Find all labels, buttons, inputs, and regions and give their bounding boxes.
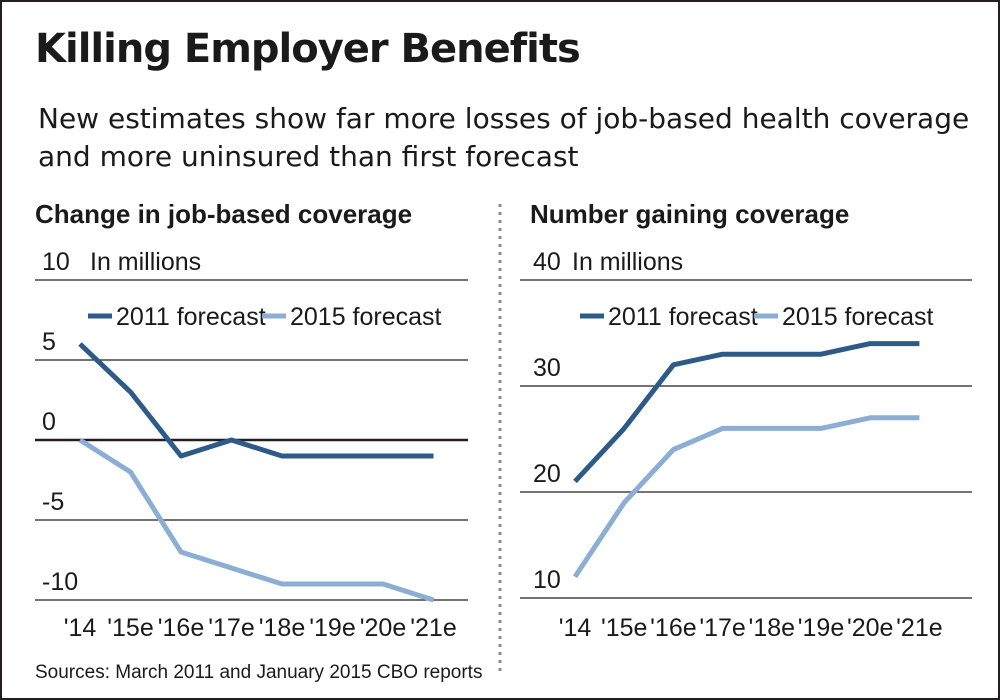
x-tick-left-5: '19e xyxy=(309,614,355,642)
x-tick-right-2: '16e xyxy=(650,614,696,642)
series-line-left-0 xyxy=(78,342,434,459)
chart-title-left: Change in job-based coverage xyxy=(35,199,412,229)
x-tick-right-1: '15e xyxy=(601,614,647,642)
y-tick-right-10: 10 xyxy=(533,566,561,594)
x-tick-right-6: '20e xyxy=(847,614,893,642)
y-tick-left-neg5: -5 xyxy=(42,488,64,516)
page-title: Killing Employer Benefits xyxy=(35,26,581,72)
x-tick-left-2: '16e xyxy=(158,614,204,642)
source-note: Sources: March 2011 and January 2015 CBO… xyxy=(35,662,483,683)
legend-label-right-1: 2015 forecast xyxy=(782,303,934,331)
chart-title-right: Number gaining coverage xyxy=(530,199,849,229)
x-tick-left-3: '17e xyxy=(208,614,254,642)
x-tick-left-6: '20e xyxy=(360,614,406,642)
series-line-right-1 xyxy=(572,415,920,579)
x-tick-left-1: '15e xyxy=(107,614,153,642)
units-label-left: In millions xyxy=(90,248,201,276)
page-subtitle: New estimates show far more losses of jo… xyxy=(38,102,970,173)
x-tick-right-4: '18e xyxy=(749,614,795,642)
x-tick-right-7: '21e xyxy=(896,614,942,642)
y-tick-left-neg10: -10 xyxy=(42,568,78,596)
x-tick-left-7: '21e xyxy=(410,614,456,642)
legend-label-right-0: 2011 forecast xyxy=(608,303,758,331)
legend-label-left-1: 2015 forecast xyxy=(290,303,442,331)
y-tick-right-30: 30 xyxy=(533,354,561,382)
series-line-left-1 xyxy=(78,437,435,603)
x-tick-right-3: '17e xyxy=(699,614,745,642)
legend-label-left-0: 2011 forecast xyxy=(116,303,266,331)
x-tick-right-0: '14 xyxy=(559,614,592,642)
x-tick-left-4: '18e xyxy=(259,614,305,642)
x-tick-right-5: '19e xyxy=(798,614,844,642)
units-label-right: In millions xyxy=(572,248,683,276)
y-tick-right-20: 20 xyxy=(533,460,561,488)
series-line-right-0 xyxy=(573,341,920,484)
y-tick-left-10: 10 xyxy=(42,248,70,276)
y-tick-left-5: 5 xyxy=(42,328,56,356)
y-tick-right-40: 40 xyxy=(533,248,561,276)
x-tick-left-0: '14 xyxy=(64,614,97,642)
y-tick-left-0: 0 xyxy=(42,408,56,436)
